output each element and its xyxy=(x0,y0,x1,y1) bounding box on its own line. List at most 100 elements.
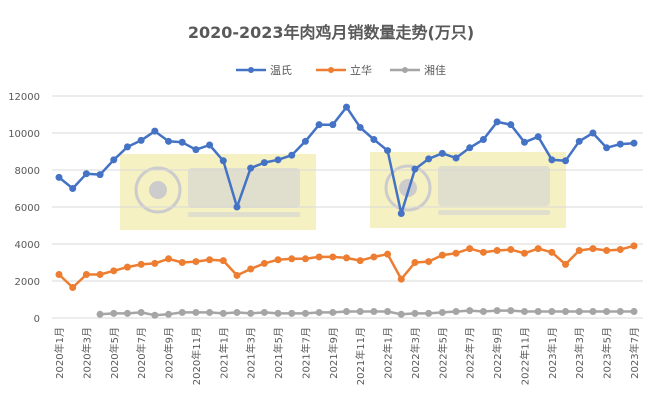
data-point xyxy=(548,308,556,316)
data-point xyxy=(137,136,145,144)
data-point xyxy=(96,310,104,318)
data-point xyxy=(343,103,350,111)
data-point xyxy=(616,246,624,254)
data-point xyxy=(260,159,268,167)
data-point xyxy=(356,308,364,316)
y-tick-label: 0 xyxy=(34,314,40,325)
data-point xyxy=(151,311,159,319)
data-point xyxy=(233,271,241,279)
data-point xyxy=(452,249,460,257)
data-point xyxy=(110,267,118,275)
series-group xyxy=(55,103,638,319)
data-point xyxy=(466,144,474,152)
y-tick-label: 6000 xyxy=(15,203,40,214)
data-point xyxy=(260,259,268,267)
data-point xyxy=(493,307,501,315)
data-point xyxy=(520,138,528,146)
data-point xyxy=(247,309,255,317)
y-tick-label: 8000 xyxy=(15,166,40,177)
data-point xyxy=(384,147,392,155)
data-point xyxy=(82,170,90,178)
data-point xyxy=(301,309,309,317)
data-point xyxy=(452,308,460,316)
data-point xyxy=(165,255,173,263)
data-point xyxy=(507,121,515,129)
data-point xyxy=(343,254,350,262)
x-tick-label: 2021年5月 xyxy=(272,327,285,379)
data-point xyxy=(562,157,570,165)
y-axis-ticks: 0 2000 4000 6000 8000 10000 12000 xyxy=(8,92,40,325)
data-point xyxy=(411,165,419,173)
x-tick-label: 2023年1月 xyxy=(546,327,559,379)
legend-marker xyxy=(248,67,254,73)
data-point xyxy=(575,246,583,254)
data-point xyxy=(397,209,405,217)
data-point xyxy=(562,308,570,316)
data-point xyxy=(233,203,241,211)
data-point xyxy=(219,257,227,265)
data-point xyxy=(274,256,282,264)
data-point xyxy=(315,253,323,261)
data-point xyxy=(206,308,214,316)
data-point xyxy=(438,251,446,259)
data-point xyxy=(438,308,446,316)
data-point xyxy=(219,309,227,317)
data-point xyxy=(425,155,433,163)
data-point xyxy=(397,275,405,283)
data-point xyxy=(452,154,460,162)
data-point xyxy=(548,156,556,164)
watermark-logo-icon xyxy=(134,166,182,214)
data-point xyxy=(384,308,392,316)
data-point xyxy=(206,256,214,264)
x-tick-label: 2020年11月 xyxy=(190,327,203,385)
legend-label: 温氏 xyxy=(270,64,292,77)
data-point xyxy=(192,146,200,154)
x-tick-label: 2020年1月 xyxy=(53,327,66,379)
data-point xyxy=(123,309,131,317)
data-point xyxy=(411,309,419,317)
data-point xyxy=(329,253,337,261)
data-point xyxy=(178,259,186,266)
watermark-logo-icon xyxy=(384,164,432,212)
data-point xyxy=(288,255,296,263)
data-point xyxy=(233,308,241,316)
data-point xyxy=(520,249,528,257)
data-point xyxy=(247,164,255,172)
x-tick-label: 2022年7月 xyxy=(464,327,477,379)
x-tick-label: 2020年3月 xyxy=(80,327,93,379)
data-point xyxy=(151,259,159,267)
data-point xyxy=(589,129,597,137)
series-温氏 xyxy=(55,103,638,217)
data-point xyxy=(575,308,583,316)
data-point xyxy=(479,248,487,256)
data-point xyxy=(356,123,364,131)
data-point xyxy=(384,250,392,258)
data-point xyxy=(397,310,405,318)
data-point xyxy=(466,307,474,315)
data-point xyxy=(110,156,118,164)
x-tick-label: 2021年1月 xyxy=(217,327,230,379)
x-tick-label: 2022年5月 xyxy=(436,327,449,379)
x-tick-label: 2023年7月 xyxy=(628,327,641,379)
data-point xyxy=(466,245,474,253)
data-point xyxy=(206,141,214,149)
data-point xyxy=(493,246,501,254)
data-point xyxy=(630,308,638,316)
data-point xyxy=(165,310,173,318)
legend-label: 湘佳 xyxy=(424,63,446,77)
data-point xyxy=(630,242,638,250)
watermarks xyxy=(120,152,566,230)
data-point xyxy=(55,173,63,181)
data-point xyxy=(247,265,255,273)
legend-label: 立华 xyxy=(350,63,372,77)
data-point xyxy=(479,135,487,143)
legend-item: 湘佳 xyxy=(390,63,446,77)
y-tick-label: 10000 xyxy=(8,129,40,140)
data-point xyxy=(411,259,419,266)
data-point xyxy=(343,308,350,316)
data-point xyxy=(630,139,638,147)
data-point xyxy=(548,248,556,256)
data-point xyxy=(55,271,63,279)
data-point xyxy=(603,144,611,152)
data-point xyxy=(575,137,583,145)
